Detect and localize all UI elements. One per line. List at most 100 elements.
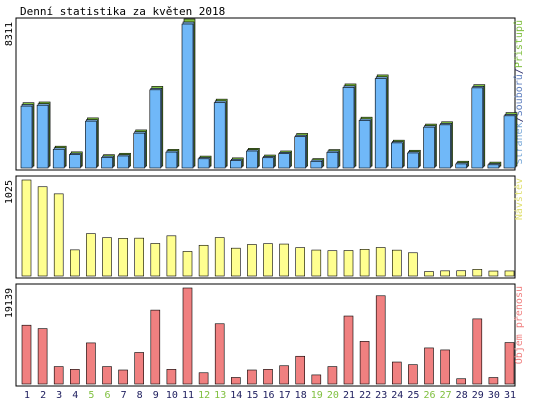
bar-objem-5 xyxy=(86,342,96,385)
bar-strnek-28 xyxy=(455,163,468,169)
day-label-6: 6 xyxy=(104,390,110,401)
bar-navstev-20 xyxy=(327,250,338,277)
bar-objem-27 xyxy=(440,349,450,385)
bar-strnek-11 xyxy=(181,23,194,169)
bar-objem-9 xyxy=(150,309,161,385)
bar-strnek-9 xyxy=(149,89,162,169)
bar-navstev-1 xyxy=(21,179,32,277)
day-label-26: 26 xyxy=(423,390,435,401)
series-label-part: Návštěv xyxy=(513,178,525,220)
bar-navstev-24 xyxy=(391,249,402,277)
day-label-27: 27 xyxy=(440,390,452,401)
bar-objem-11 xyxy=(182,287,193,385)
series-label-part: / xyxy=(514,68,525,74)
bar-navstev-26 xyxy=(424,271,434,277)
day-label-8: 8 xyxy=(137,390,143,401)
bar-strnek-3 xyxy=(52,148,65,169)
bar-navstev-8 xyxy=(134,237,144,277)
day-label-22: 22 xyxy=(359,390,371,401)
day-label-1: 1 xyxy=(24,390,30,401)
bar-navstev-19 xyxy=(311,249,322,277)
bar-objem-21 xyxy=(343,315,354,385)
day-label-21: 21 xyxy=(343,390,355,401)
bar-objem-14 xyxy=(231,377,241,385)
bar-strnek-18 xyxy=(294,136,307,169)
bar-navstev-29 xyxy=(472,269,483,277)
bar-strnek-31 xyxy=(503,115,516,169)
day-label-7: 7 xyxy=(121,390,127,401)
panel-series-label: Objem přenosu xyxy=(513,286,525,364)
panel-2: 1025 Návštěv xyxy=(4,175,525,279)
bar-objem-29 xyxy=(472,318,483,385)
bar-objem-2 xyxy=(37,328,48,385)
bar-objem-24 xyxy=(391,361,402,385)
bar-strnek-23 xyxy=(374,78,387,169)
bar-strnek-2 xyxy=(36,104,49,169)
bar-strnek-4 xyxy=(69,154,81,169)
day-label-14: 14 xyxy=(230,390,242,401)
bar-objem-19 xyxy=(311,374,322,385)
bar-navstev-15 xyxy=(247,244,257,277)
day-label-24: 24 xyxy=(391,390,403,401)
day-label-11: 11 xyxy=(182,390,194,401)
bar-navstev-9 xyxy=(150,243,161,277)
bar-strnek-8 xyxy=(133,132,145,169)
day-label-16: 16 xyxy=(262,390,274,401)
bar-objem-18 xyxy=(295,355,306,385)
bar-strnek-24 xyxy=(390,142,403,169)
bar-objem-12 xyxy=(198,372,209,385)
day-label-19: 19 xyxy=(311,390,323,401)
bar-navstev-16 xyxy=(263,243,273,277)
bar-strnek-19 xyxy=(310,160,323,169)
day-label-31: 31 xyxy=(504,390,516,401)
bar-navstev-18 xyxy=(295,247,306,277)
panel-ymax-label: 8311 xyxy=(4,22,15,46)
bar-navstev-28 xyxy=(456,270,467,277)
bar-strnek-29 xyxy=(471,87,484,169)
day-label-17: 17 xyxy=(279,390,291,401)
bar-navstev-30 xyxy=(488,270,499,277)
series-label-part: Přístupů xyxy=(513,20,525,68)
bar-objem-6 xyxy=(102,366,112,385)
bar-strnek-13 xyxy=(213,102,226,169)
bar-strnek-1 xyxy=(20,105,33,169)
bar-strnek-20 xyxy=(326,151,339,169)
bar-objem-26 xyxy=(424,347,434,385)
panel-frame xyxy=(15,283,516,387)
bar-strnek-30 xyxy=(487,164,500,169)
bar-strnek-21 xyxy=(342,87,355,169)
bar-objem-13 xyxy=(214,323,225,385)
bar-strnek-12 xyxy=(197,158,210,169)
panel-frame xyxy=(15,17,516,171)
bar-navstev-7 xyxy=(118,238,128,277)
bar-objem-17 xyxy=(279,365,289,385)
bar-strnek-25 xyxy=(407,152,419,169)
bar-strnek-7 xyxy=(117,155,129,169)
panel-3: 19139 Objem přenosu xyxy=(4,283,525,387)
bar-objem-16 xyxy=(263,369,273,385)
bar-strnek-6 xyxy=(101,157,113,169)
panel-ymax-label: 19139 xyxy=(4,288,15,318)
bar-objem-1 xyxy=(21,324,32,385)
day-label-30: 30 xyxy=(488,390,500,401)
bar-navstev-4 xyxy=(70,249,80,277)
bar-navstev-23 xyxy=(375,247,386,277)
bar-objem-10 xyxy=(166,369,177,385)
bar-navstev-17 xyxy=(279,243,289,277)
bar-navstev-11 xyxy=(182,251,193,277)
bar-strnek-16 xyxy=(262,157,274,169)
bar-navstev-25 xyxy=(408,252,418,277)
bar-strnek-17 xyxy=(278,153,290,169)
bar-strnek-15 xyxy=(246,150,258,169)
bar-strnek-26 xyxy=(423,126,435,169)
bar-objem-15 xyxy=(247,369,257,385)
bar-objem-20 xyxy=(327,366,338,385)
day-label-3: 3 xyxy=(56,390,62,401)
bar-strnek-27 xyxy=(439,124,451,169)
day-label-25: 25 xyxy=(407,390,419,401)
bar-navstev-14 xyxy=(231,247,241,277)
series-label-part: / xyxy=(514,116,525,122)
